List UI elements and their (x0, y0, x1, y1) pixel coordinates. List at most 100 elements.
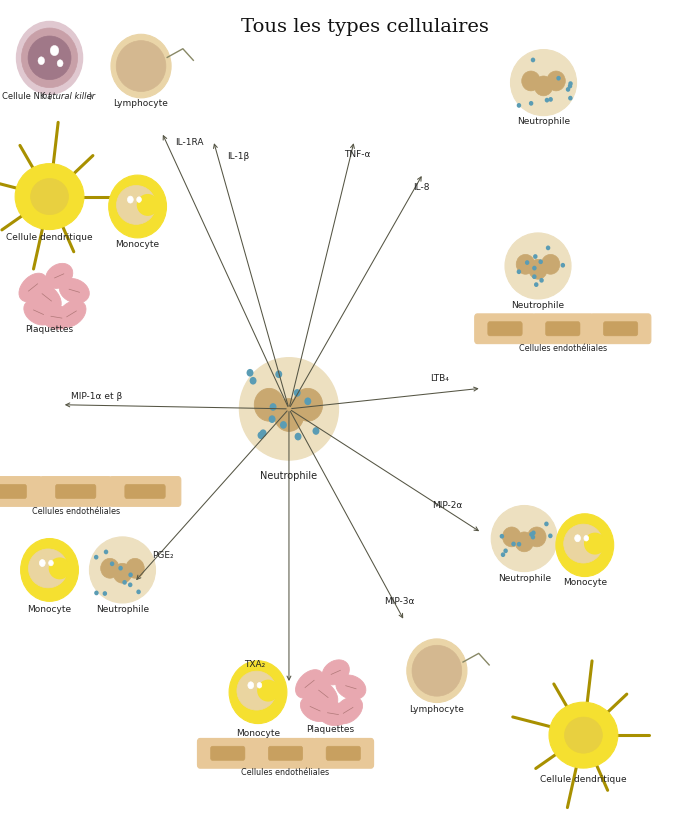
Ellipse shape (548, 534, 552, 539)
Ellipse shape (516, 254, 535, 274)
Ellipse shape (19, 273, 47, 301)
Ellipse shape (532, 274, 537, 279)
Ellipse shape (556, 514, 614, 577)
Ellipse shape (57, 301, 86, 327)
Ellipse shape (532, 266, 537, 270)
Ellipse shape (293, 388, 323, 421)
Ellipse shape (517, 269, 521, 274)
FancyBboxPatch shape (533, 314, 593, 344)
Text: Plaquettes: Plaquettes (25, 325, 74, 335)
Text: Lymphocyte: Lymphocyte (114, 99, 169, 108)
Ellipse shape (501, 553, 505, 557)
Ellipse shape (250, 377, 257, 385)
Text: Monocyte: Monocyte (236, 729, 280, 738)
Ellipse shape (116, 186, 155, 225)
Text: Cellule NK (: Cellule NK ( (2, 92, 52, 101)
Ellipse shape (94, 555, 98, 559)
Circle shape (38, 57, 45, 64)
Ellipse shape (129, 572, 133, 577)
Ellipse shape (322, 660, 350, 685)
FancyBboxPatch shape (488, 321, 522, 336)
Ellipse shape (407, 639, 467, 702)
Text: Cellule dendritique: Cellule dendritique (6, 233, 93, 242)
FancyBboxPatch shape (0, 484, 27, 499)
FancyBboxPatch shape (590, 314, 651, 344)
Ellipse shape (548, 97, 553, 102)
Ellipse shape (525, 260, 529, 265)
Ellipse shape (546, 245, 550, 250)
Text: Monocyte: Monocyte (563, 578, 607, 587)
Ellipse shape (229, 661, 287, 724)
FancyBboxPatch shape (0, 477, 42, 506)
Ellipse shape (28, 36, 71, 79)
Ellipse shape (317, 701, 349, 726)
Ellipse shape (110, 562, 114, 566)
Ellipse shape (511, 542, 516, 546)
Ellipse shape (563, 525, 603, 563)
Ellipse shape (246, 369, 253, 377)
Text: Monocyte: Monocyte (28, 605, 72, 614)
Ellipse shape (530, 534, 535, 539)
Ellipse shape (32, 283, 61, 311)
Text: Neutrophile: Neutrophile (96, 605, 149, 614)
Circle shape (137, 197, 141, 202)
Ellipse shape (547, 71, 566, 91)
Ellipse shape (116, 40, 166, 92)
Ellipse shape (539, 259, 543, 264)
Text: MIP-3α: MIP-3α (384, 597, 414, 605)
FancyBboxPatch shape (546, 321, 580, 336)
Ellipse shape (259, 430, 266, 437)
Ellipse shape (239, 358, 338, 460)
Ellipse shape (128, 582, 133, 587)
Ellipse shape (122, 580, 127, 585)
Ellipse shape (510, 50, 577, 116)
Ellipse shape (568, 83, 572, 88)
Ellipse shape (491, 506, 557, 572)
Text: Monocyte: Monocyte (116, 240, 160, 249)
FancyBboxPatch shape (125, 484, 165, 499)
Ellipse shape (529, 532, 534, 537)
Text: Neutrophile: Neutrophile (497, 574, 551, 583)
Text: IL-1β: IL-1β (227, 152, 249, 161)
Ellipse shape (412, 645, 462, 696)
Text: MIP-1α et β: MIP-1α et β (72, 392, 122, 401)
Ellipse shape (294, 389, 301, 396)
Ellipse shape (257, 680, 279, 701)
Text: Cellule dendritique: Cellule dendritique (540, 775, 627, 784)
Ellipse shape (541, 254, 560, 274)
Ellipse shape (557, 76, 561, 81)
Ellipse shape (270, 403, 277, 411)
Text: Neutrophile: Neutrophile (517, 117, 570, 126)
Ellipse shape (504, 548, 508, 553)
Ellipse shape (544, 521, 548, 526)
Ellipse shape (499, 534, 504, 539)
Ellipse shape (21, 539, 78, 601)
Ellipse shape (114, 563, 131, 583)
Ellipse shape (274, 399, 304, 431)
Ellipse shape (502, 527, 521, 547)
Ellipse shape (111, 34, 171, 97)
Ellipse shape (505, 233, 571, 299)
Ellipse shape (515, 532, 533, 552)
Ellipse shape (564, 717, 603, 753)
Ellipse shape (59, 278, 89, 303)
Ellipse shape (21, 28, 78, 88)
Text: TNF-α: TNF-α (344, 150, 371, 159)
FancyBboxPatch shape (255, 738, 316, 768)
Ellipse shape (137, 194, 159, 216)
Ellipse shape (118, 566, 123, 571)
Circle shape (257, 682, 261, 688)
Ellipse shape (109, 175, 166, 238)
FancyBboxPatch shape (197, 738, 258, 768)
Text: IL-1RA: IL-1RA (175, 138, 204, 147)
FancyBboxPatch shape (603, 321, 638, 336)
Text: Cellules endothéliales: Cellules endothéliales (241, 768, 330, 777)
Text: IL-8: IL-8 (413, 183, 429, 192)
Ellipse shape (17, 21, 83, 94)
Text: TXA₂: TXA₂ (244, 661, 265, 669)
Text: Plaquettes: Plaquettes (306, 725, 354, 734)
FancyBboxPatch shape (109, 477, 181, 506)
Text: Neutrophile: Neutrophile (260, 471, 318, 481)
Circle shape (584, 535, 588, 541)
Ellipse shape (334, 697, 363, 724)
